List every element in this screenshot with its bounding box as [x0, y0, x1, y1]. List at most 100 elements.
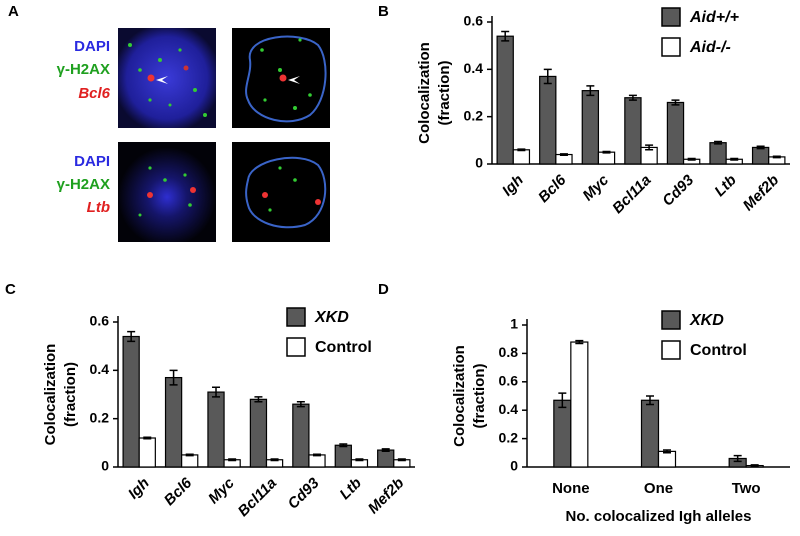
- bar: [657, 450, 677, 468]
- stain-label: γ-H2AX: [57, 61, 110, 78]
- y-axis-label: (fraction): [62, 362, 79, 427]
- stain-label: γ-H2AX: [57, 176, 110, 193]
- legend-swatch: [661, 340, 681, 360]
- legend-label: Aid-/-: [689, 39, 731, 56]
- stain-label: DAPI: [74, 38, 110, 55]
- legend-label: Control: [690, 342, 747, 359]
- bar: [581, 90, 600, 165]
- panel-label: D: [378, 281, 389, 298]
- bar: [553, 399, 572, 468]
- micrograph: [232, 28, 330, 128]
- legend-swatch: [286, 337, 306, 357]
- x-tick-label: Bcl11a: [235, 475, 280, 520]
- y-tick-label: 0: [475, 155, 483, 171]
- y-tick-label: 0.4: [464, 60, 484, 76]
- y-tick-label: 0.2: [464, 107, 484, 123]
- error-bar: [772, 155, 781, 159]
- error-bar: [687, 157, 696, 161]
- bar: [570, 341, 589, 468]
- bar: [122, 335, 140, 468]
- y-tick-label: 0.6: [464, 13, 484, 29]
- error-bar: [628, 94, 637, 101]
- error-bar: [586, 85, 595, 97]
- x-tick-label: Bcl6: [161, 474, 196, 509]
- y-axis-label: (fraction): [471, 364, 488, 429]
- bar: [138, 437, 156, 468]
- bar: [666, 101, 685, 165]
- bar: [334, 444, 352, 468]
- y-axis-label: (fraction): [436, 61, 453, 126]
- error-bar: [381, 448, 390, 453]
- x-tick-label: Two: [732, 480, 761, 497]
- bar: [751, 146, 770, 165]
- error-bar: [750, 464, 759, 468]
- x-tick-label: None: [552, 480, 590, 497]
- error-bar: [671, 99, 680, 106]
- error-bar: [558, 392, 567, 409]
- error-bar: [543, 68, 552, 85]
- error-bar: [646, 395, 654, 406]
- legend-label: Control: [315, 339, 372, 356]
- error-bar: [185, 453, 194, 457]
- y-tick-label: 0.2: [499, 429, 519, 445]
- bar: [207, 391, 225, 468]
- y-tick-label: 1: [510, 316, 518, 332]
- y-tick-label: 0.8: [499, 344, 519, 360]
- bar: [597, 151, 616, 165]
- panel-label: B: [378, 3, 389, 20]
- bar: [512, 149, 531, 165]
- error-bar: [517, 148, 526, 152]
- legend-label: XKD: [314, 309, 349, 326]
- legend-swatch: [661, 310, 681, 330]
- error-bar: [663, 449, 671, 454]
- x-tick-label: Myc: [205, 474, 238, 507]
- error-bar: [730, 157, 739, 161]
- error-bar: [714, 140, 723, 145]
- gene-label: Ltb: [87, 199, 110, 216]
- error-bar: [575, 339, 584, 345]
- panel-label: C: [5, 281, 16, 298]
- panel-label: A: [8, 3, 19, 20]
- y-axis-label: Colocalization: [416, 42, 433, 144]
- error-bar: [756, 145, 765, 150]
- error-bar: [127, 330, 136, 343]
- x-tick-label: Bcl11a: [609, 172, 654, 217]
- x-tick-label: Cd93: [659, 171, 697, 209]
- x-tick-label: Myc: [579, 171, 612, 204]
- error-bar: [169, 369, 178, 386]
- error-bar: [228, 458, 237, 462]
- error-bar: [501, 30, 510, 42]
- x-tick-label: Ltb: [711, 172, 740, 201]
- y-tick-label: 0.4: [499, 401, 519, 417]
- bar: [377, 449, 395, 468]
- micrograph: [232, 142, 330, 242]
- y-tick-label: 0.6: [90, 313, 110, 329]
- error-bar: [270, 458, 279, 462]
- x-tick-label: Igh: [125, 475, 153, 503]
- error-bar: [559, 153, 568, 156]
- error-bar: [339, 443, 348, 448]
- y-tick-label: 0.2: [90, 409, 110, 425]
- y-tick-label: 0: [510, 458, 518, 474]
- bar: [709, 142, 727, 165]
- legend-label: XKD: [689, 312, 724, 329]
- y-axis-label: Colocalization: [451, 345, 468, 447]
- bar: [640, 399, 660, 468]
- gene-label: Bcl6: [78, 85, 110, 102]
- x-tick-label: Cd93: [285, 474, 323, 512]
- error-bar: [602, 150, 611, 154]
- error-bar: [296, 401, 305, 408]
- micrograph: [118, 142, 216, 242]
- error-bar: [143, 436, 152, 440]
- bar: [624, 97, 642, 165]
- legend-swatch: [661, 37, 681, 57]
- error-bar: [254, 396, 263, 403]
- error-bar: [397, 458, 406, 462]
- x-tick-label: Bcl6: [535, 171, 570, 206]
- x-tick-label: Ltb: [336, 475, 365, 504]
- y-axis-label: Colocalization: [42, 344, 59, 446]
- y-tick-label: 0: [101, 458, 109, 474]
- x-tick-label: One: [644, 480, 673, 497]
- legend-label: Aid+/+: [689, 9, 739, 26]
